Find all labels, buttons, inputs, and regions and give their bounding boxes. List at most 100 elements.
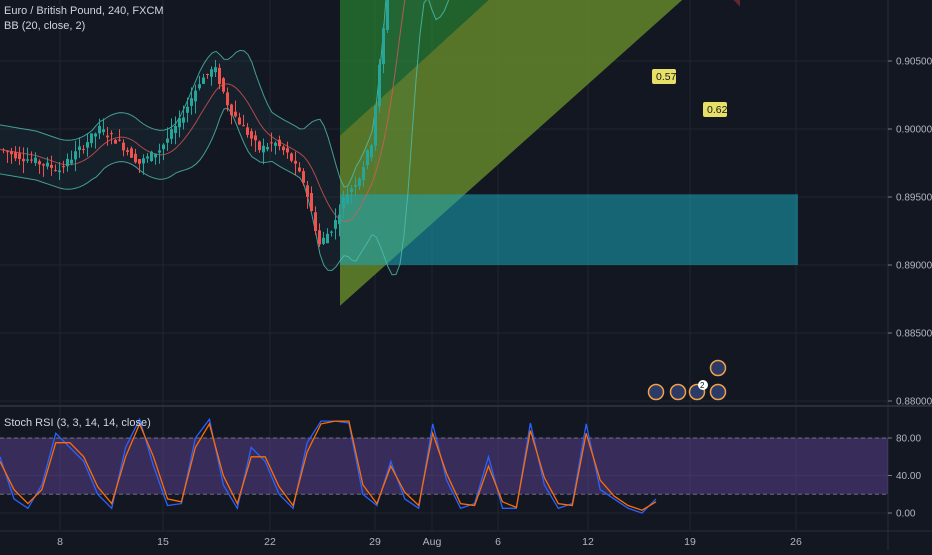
candle-body <box>250 131 253 139</box>
candle-body <box>266 146 269 150</box>
candle-body <box>122 142 125 151</box>
time-tick-label: 22 <box>264 536 276 548</box>
osc-tick-label: 40.00 <box>896 471 921 482</box>
candle-body <box>374 106 377 146</box>
candle-body <box>378 64 381 107</box>
event-flag-icon <box>709 383 727 401</box>
support-zone <box>340 194 798 265</box>
candle-body <box>306 185 309 197</box>
candle-body <box>50 164 53 168</box>
osc-tick-label: 80.00 <box>896 434 921 445</box>
candle-body <box>166 138 169 143</box>
candle-body <box>14 152 17 159</box>
candle-body <box>74 151 77 160</box>
candle-body <box>70 159 73 164</box>
candle-body <box>350 188 353 192</box>
ratio-label-1: 0.57 <box>656 71 677 83</box>
bb-lower-line <box>0 0 450 276</box>
candle-body <box>334 220 337 229</box>
candle-body <box>230 104 233 116</box>
candle-body <box>82 148 85 150</box>
candle-body <box>234 111 237 117</box>
candle-body <box>282 146 285 151</box>
candle-body <box>194 90 197 102</box>
candle-body <box>310 193 313 212</box>
candle-body <box>318 230 321 245</box>
candle-body <box>6 151 9 153</box>
candle-body <box>178 118 181 128</box>
main-legend: Euro / British Pound, 240, FXCM BB (20, … <box>4 4 164 34</box>
candle-body <box>226 92 229 106</box>
candle-body <box>102 129 105 133</box>
candle-body <box>362 167 365 181</box>
time-axis: 8 15 22 29 Aug 6 12 19 26 <box>57 536 802 548</box>
candle-body <box>190 98 193 106</box>
candle-body <box>242 125 245 127</box>
price-tick-label: 0.88500 <box>896 329 932 340</box>
candle-body <box>366 150 369 166</box>
ratio-label-bg <box>652 69 676 84</box>
candle-body <box>218 67 221 85</box>
ratio-label-2: 0.62 <box>707 104 728 116</box>
event-flag-icon <box>709 359 727 377</box>
candles <box>2 0 389 248</box>
candle-body <box>162 144 165 150</box>
stoch-rsi-pane: 0.00 40.00 80.00 <box>0 417 921 520</box>
candle-body <box>270 142 273 144</box>
symbol-title[interactable]: Euro / British Pound, 240, FXCM <box>4 5 164 17</box>
candle-body <box>326 233 329 244</box>
event-flag-icon <box>669 383 687 401</box>
candle-body <box>382 28 385 65</box>
candle-body <box>262 145 265 153</box>
candle-body <box>10 151 13 155</box>
price-axis: 0.88000 0.88500 0.89000 0.89500 0.90000 0.905… <box>888 57 932 408</box>
candle-body <box>330 231 333 233</box>
oscillator-title[interactable]: Stoch RSI (3, 3, 14, 14, close) <box>4 417 151 429</box>
candle-body <box>134 153 137 163</box>
candle-body <box>118 139 121 141</box>
price-tick-label: 0.89000 <box>896 261 932 272</box>
time-tick-label: 6 <box>495 536 501 548</box>
price-tick-label: 0.89500 <box>896 193 932 204</box>
candle-body <box>386 0 389 30</box>
candle-body <box>314 212 317 232</box>
candle-body <box>198 84 201 89</box>
economic-events: 2 <box>647 359 727 401</box>
candle-body <box>214 67 217 73</box>
candle-body <box>322 237 325 244</box>
candle-body <box>206 74 209 76</box>
time-tick-label: 8 <box>57 536 63 548</box>
candle-body <box>182 117 185 123</box>
candle-body <box>370 145 373 158</box>
candle-body <box>294 160 297 164</box>
candle-body <box>302 171 305 183</box>
candle-body <box>142 158 145 164</box>
stoch-k-line <box>0 417 657 514</box>
candle-body <box>46 162 49 167</box>
time-tick-label: 15 <box>157 536 169 548</box>
time-tick-label: 29 <box>369 536 381 548</box>
candle-body <box>30 159 33 161</box>
oscillator-legend: Stoch RSI (3, 3, 14, 14, close) <box>4 416 151 431</box>
candle-body <box>78 146 81 150</box>
bb-fill <box>0 0 449 275</box>
price-tick-label: 0.90500 <box>896 57 932 68</box>
candle-body <box>246 127 249 135</box>
bb-basis-line <box>0 0 406 222</box>
candle-body <box>274 142 277 146</box>
candle-body <box>354 184 357 187</box>
candle-body <box>286 148 289 153</box>
candle-body <box>2 149 5 151</box>
candle-body <box>174 125 177 134</box>
candle-body <box>346 194 349 204</box>
candle-body <box>170 129 173 139</box>
candle-body <box>138 159 141 164</box>
candle-body <box>130 148 133 158</box>
bollinger-bands <box>0 0 450 276</box>
indicator-label[interactable]: BB (20, close, 2) <box>4 20 86 32</box>
candle-body <box>114 139 117 144</box>
price-tick-label: 0.90000 <box>896 125 932 136</box>
time-tick-label: Aug <box>423 536 442 548</box>
